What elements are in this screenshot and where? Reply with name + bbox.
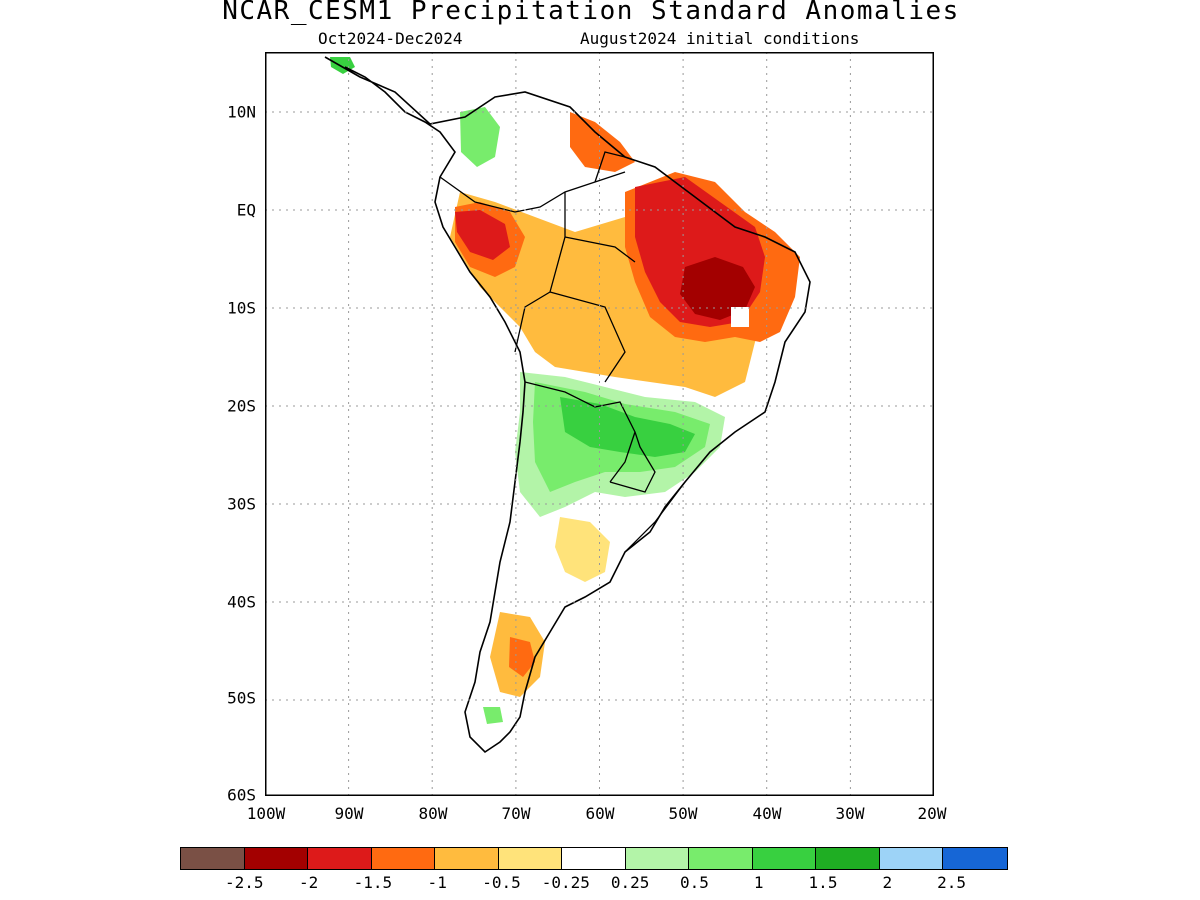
colorbar-label: -2.5 xyxy=(225,873,264,892)
colorbar-box-9 xyxy=(752,848,816,869)
colorbar-box-6 xyxy=(562,848,626,869)
lat-label-10n: 10N xyxy=(227,102,256,122)
colorbar-label: 2.5 xyxy=(937,873,967,892)
colorbar-box-8 xyxy=(689,848,753,869)
lat-label-30s: 30S xyxy=(227,494,256,514)
anomaly-map xyxy=(265,52,934,796)
colorbar-box-1 xyxy=(244,848,308,869)
anomaly-wet-north xyxy=(460,107,500,167)
forecast-period: Oct2024-Dec2024 xyxy=(318,29,463,48)
lon-label-80w: 80W xyxy=(418,804,448,823)
colorbar-label: 0.25 xyxy=(610,873,650,892)
colorbar-box-12 xyxy=(943,848,1007,869)
lon-label-100w: 100W xyxy=(246,804,286,823)
lon-label-70w: 70W xyxy=(501,804,531,823)
colorbar-label: -1.5 xyxy=(353,873,393,892)
colorbar-label: -2 xyxy=(298,873,319,892)
colorbar-label: 1.5 xyxy=(808,873,838,892)
lon-label-60w: 60W xyxy=(585,804,615,823)
lat-label-10s: 10S xyxy=(227,298,256,318)
anomaly-neutral-patch xyxy=(731,307,749,327)
colorbar-label: -1 xyxy=(427,873,447,892)
anomaly-neutral-north xyxy=(503,122,565,207)
colorbar xyxy=(180,847,1008,870)
anomaly-dry-strong-2 xyxy=(455,210,510,260)
lon-label-20w: 20W xyxy=(917,804,947,823)
anomaly-dry-extreme xyxy=(680,257,755,320)
anomaly-dry-light-south xyxy=(555,517,610,582)
colorbar-label: -0.25 xyxy=(541,873,590,892)
country-borders xyxy=(439,151,686,553)
lat-label-60s: 60S xyxy=(227,785,256,805)
anomaly-wet-strong xyxy=(560,397,695,457)
lon-label-90w: 90W xyxy=(334,804,364,823)
colorbar-box-4 xyxy=(435,848,499,869)
colorbar-label: 0.5 xyxy=(679,873,709,892)
coastline xyxy=(324,56,811,754)
lat-label-20s: 20S xyxy=(227,396,256,416)
graticule xyxy=(265,52,934,796)
anomaly-fields xyxy=(325,57,810,752)
colorbar-box-2 xyxy=(308,848,372,869)
colorbar-box-7 xyxy=(625,848,689,869)
lat-label-40s: 40S xyxy=(227,592,256,612)
lat-label-50s: 50S xyxy=(227,688,256,708)
chart-title: NCAR_CESM1 Precipitation Standard Anomal… xyxy=(222,0,960,26)
colorbar-box-5 xyxy=(498,848,562,869)
map-border xyxy=(265,52,934,796)
colorbar-label: 2 xyxy=(882,873,893,892)
lon-label-40w: 40W xyxy=(752,804,782,823)
colorbar-box-10 xyxy=(816,848,880,869)
anomaly-dry-mid-3 xyxy=(570,112,635,172)
colorbar-label: -0.5 xyxy=(482,873,521,892)
lon-label-30w: 30W xyxy=(835,804,865,823)
initial-conditions: August2024 initial conditions xyxy=(580,29,860,48)
colorbar-box-3 xyxy=(371,848,435,869)
colorbar-label: 1 xyxy=(753,873,764,892)
anomaly-wet-tip xyxy=(483,707,503,724)
colorbar-box-0 xyxy=(181,848,245,869)
colorbar-box-11 xyxy=(879,848,943,869)
lon-label-50w: 50W xyxy=(668,804,698,823)
lat-label-eq: EQ xyxy=(236,200,256,220)
